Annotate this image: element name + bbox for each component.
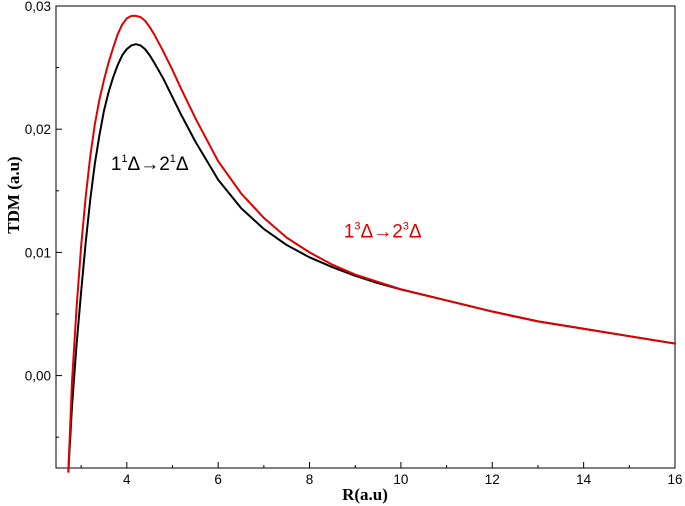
- x-tick-label: 12: [485, 472, 500, 487]
- annotation-text: 1: [111, 154, 122, 175]
- annotation-superscript: 3: [354, 221, 360, 233]
- series-line-2: [67, 14, 676, 473]
- x-tick-label: 8: [306, 472, 314, 487]
- annotation-text: Δ: [409, 222, 422, 243]
- annotation-text: Δ: [176, 154, 189, 175]
- x-tick-label: 4: [123, 472, 131, 487]
- curve-annotation: 13Δ→23Δ: [344, 221, 422, 243]
- axis-ticks: 4 6 8 10 12 14 16 0,00 0,01 0,02 0,03: [25, 0, 683, 487]
- annotation-superscript: 1: [121, 153, 127, 165]
- plot-frame: [55, 5, 676, 469]
- series-line-1: [67, 43, 676, 473]
- annotation-superscript: 1: [170, 153, 176, 165]
- annotation-text: Δ→2: [361, 222, 403, 243]
- x-tick-label: 16: [667, 472, 682, 487]
- x-tick-label: 10: [393, 472, 408, 487]
- y-tick-label: 0,02: [25, 122, 51, 137]
- y-tick-label: 0,03: [25, 0, 51, 14]
- annotation-superscript: 3: [403, 221, 409, 233]
- y-tick-label: 0,01: [25, 245, 51, 260]
- x-tick-label: 6: [214, 472, 222, 487]
- y-tick-label: 0,00: [25, 369, 51, 384]
- series-group: [67, 14, 676, 473]
- curve-annotation: 11Δ→21Δ: [111, 153, 189, 175]
- y-axis-title: TDM (a.u): [4, 156, 23, 233]
- x-axis-title: R(a.u): [342, 485, 388, 504]
- annotation-text: Δ→2: [128, 154, 170, 175]
- annotation-text: 1: [344, 222, 355, 243]
- x-tick-label: 14: [576, 472, 592, 487]
